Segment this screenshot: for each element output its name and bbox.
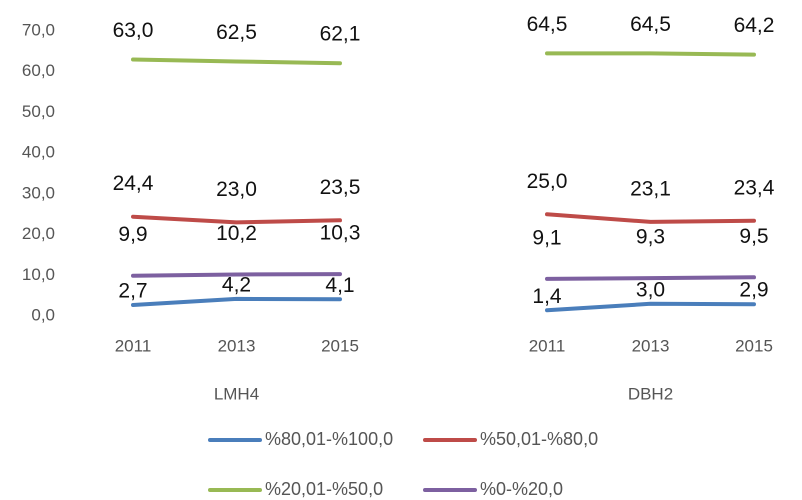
y-tick-label: 10,0: [22, 265, 55, 284]
data-label: 64,5: [630, 13, 671, 36]
x-tick-label: 2011: [115, 336, 152, 355]
data-label: 4,1: [325, 274, 354, 297]
y-tick-label: 70,0: [22, 20, 55, 39]
y-tick-label: 0,0: [31, 305, 55, 324]
data-label: 25,0: [527, 170, 568, 193]
group-label: DBH2: [628, 384, 673, 403]
data-label: 9,3: [636, 226, 665, 249]
data-label: 23,5: [320, 176, 361, 199]
x-tick-label: 2013: [218, 336, 256, 355]
data-label: 3,0: [636, 278, 665, 301]
series-line: [131, 296, 756, 313]
legend-label: %50,01-%80,0: [480, 429, 598, 449]
data-label: 1,4: [532, 285, 562, 308]
x-tick-label: 2011: [529, 336, 566, 355]
data-label: 9,5: [739, 225, 768, 248]
x-tick-label: 2015: [735, 336, 773, 355]
y-tick-label: 20,0: [22, 224, 55, 243]
data-label: 62,1: [320, 23, 361, 46]
legend-label: %0-%20,0: [480, 479, 563, 499]
series-line: [131, 51, 756, 66]
data-label: 2,9: [739, 279, 768, 302]
data-label: 64,5: [527, 13, 568, 36]
data-label: 2,7: [118, 280, 147, 303]
group-label: LMH4: [214, 384, 259, 403]
data-label: 64,2: [734, 14, 775, 37]
data-label: 9,9: [118, 223, 147, 246]
data-label: 63,0: [113, 19, 154, 42]
y-tick-label: 30,0: [22, 183, 55, 202]
data-label: 23,0: [216, 178, 257, 201]
data-label: 62,5: [216, 21, 257, 44]
data-label: 24,4: [113, 172, 154, 195]
y-tick-label: 60,0: [22, 61, 55, 80]
series-line: [131, 272, 756, 281]
legend-label: %80,01-%100,0: [265, 429, 393, 449]
data-label: 23,1: [630, 177, 671, 200]
legend-label: %20,01-%50,0: [265, 479, 383, 499]
data-label: 23,4: [734, 176, 775, 199]
x-tick-label: 2013: [632, 336, 670, 355]
y-tick-label: 50,0: [22, 102, 55, 121]
series-line: [131, 212, 756, 225]
data-label: 10,3: [320, 222, 361, 245]
data-label: 9,1: [532, 226, 561, 249]
y-tick-label: 40,0: [22, 143, 55, 162]
data-label: 4,2: [222, 273, 251, 296]
x-tick-label: 2015: [321, 336, 359, 355]
data-label: 10,2: [216, 222, 257, 245]
